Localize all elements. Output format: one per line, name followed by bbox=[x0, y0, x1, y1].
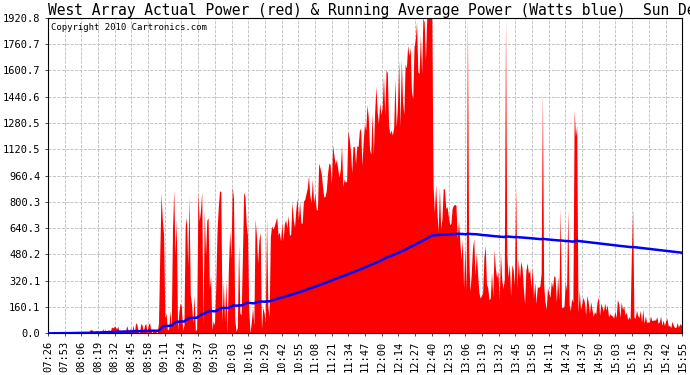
Text: West Array Actual Power (red) & Running Average Power (Watts blue)  Sun Dec 5 16: West Array Actual Power (red) & Running … bbox=[48, 3, 690, 18]
Text: Copyright 2010 Cartronics.com: Copyright 2010 Cartronics.com bbox=[51, 22, 207, 32]
